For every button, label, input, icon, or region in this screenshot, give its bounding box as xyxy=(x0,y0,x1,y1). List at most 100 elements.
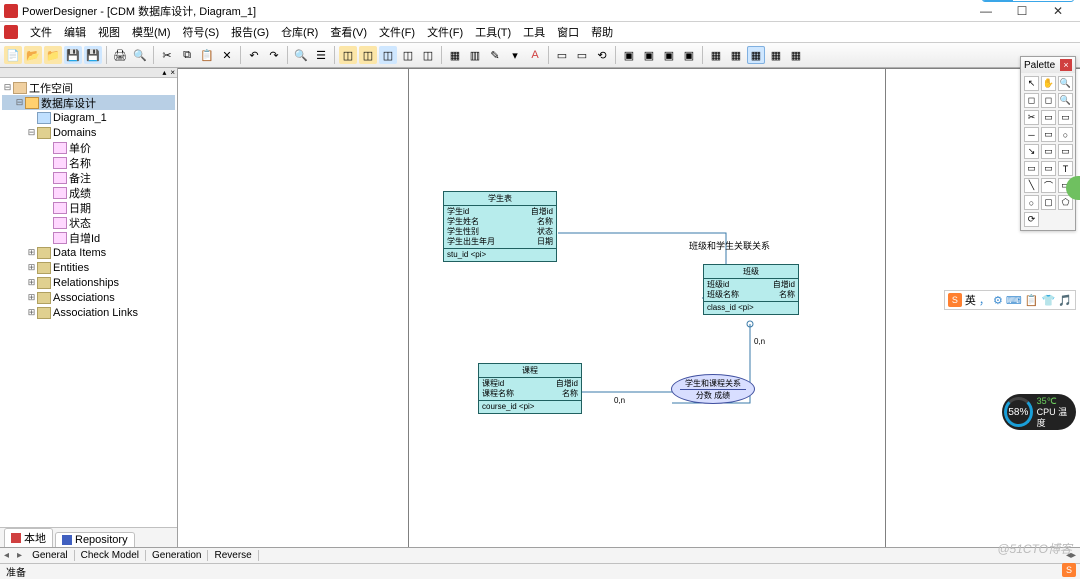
pal-rel-icon[interactable]: ─ xyxy=(1024,127,1039,142)
tree-diagram[interactable]: Diagram_1 xyxy=(2,110,175,125)
tb-m4-icon[interactable]: ◫ xyxy=(399,46,417,64)
menu-view2[interactable]: 查看(V) xyxy=(330,24,367,40)
pal-link1-icon[interactable]: ↘ xyxy=(1024,144,1039,159)
menu-file2[interactable]: 文件(F) xyxy=(379,24,415,40)
menu-tools[interactable]: 工具(T) xyxy=(475,24,511,40)
tb-open-icon[interactable]: 📂 xyxy=(24,46,42,64)
pal-ellipse-icon[interactable]: ○ xyxy=(1024,195,1039,210)
tb-redo-icon[interactable]: ↷ xyxy=(265,46,283,64)
tree-domain-item[interactable]: 自增Id xyxy=(2,230,175,245)
pal-assoc-icon[interactable]: ○ xyxy=(1058,127,1073,142)
tree-domain-item[interactable]: 成绩 xyxy=(2,185,175,200)
tb-f2-icon[interactable]: ▥ xyxy=(466,46,484,64)
pal-arc-icon[interactable]: ⌒ xyxy=(1041,178,1056,193)
expand-icon[interactable]: ⊞ xyxy=(26,292,37,303)
pal-note-icon[interactable]: ▭ xyxy=(1024,161,1039,176)
tb-new-icon[interactable]: 📄 xyxy=(4,46,22,64)
entity-student[interactable]: 学生表 学生id 自增id 学生姓名 名称 学生性别 状态 学生出生年月 日期 … xyxy=(443,191,557,262)
tb-v4-icon[interactable]: ▦ xyxy=(767,46,785,64)
tree-domain-item[interactable]: 日期 xyxy=(2,200,175,215)
expand-icon[interactable]: ⊞ xyxy=(26,262,37,273)
pal-cut-icon[interactable]: ✂ xyxy=(1024,110,1039,125)
pal-line-icon[interactable]: ╲ xyxy=(1024,178,1039,193)
expand-icon[interactable]: ⊞ xyxy=(26,277,37,288)
tb-a1-icon[interactable]: ▭ xyxy=(553,46,571,64)
pal-note2-icon[interactable]: ▭ xyxy=(1041,161,1056,176)
pal-zoom-icon[interactable]: 🔍 xyxy=(1058,76,1073,91)
pal-pointer-icon[interactable]: ↖ xyxy=(1024,76,1039,91)
tb-dd-icon[interactable]: ▾ xyxy=(506,46,524,64)
cpu-widget[interactable]: 58% 35℃ CPU 温度 xyxy=(1002,394,1076,430)
tree-folder-item[interactable]: ⊞Relationships xyxy=(2,275,175,290)
tb-v3-icon[interactable]: ▦ xyxy=(747,46,765,64)
tree-workspace[interactable]: ⊟工作空间 xyxy=(2,80,175,95)
tb-saveas-icon[interactable]: 💾 xyxy=(84,46,102,64)
expand-icon[interactable]: ⊟ xyxy=(2,82,13,93)
pal-hand-icon[interactable]: ✋ xyxy=(1041,76,1056,91)
tb-m2-icon[interactable]: ◫ xyxy=(359,46,377,64)
tb-a2-icon[interactable]: ▭ xyxy=(573,46,591,64)
menu-file[interactable]: 文件 xyxy=(30,24,52,40)
bottom-tab-rev[interactable]: Reverse xyxy=(208,550,258,561)
tree-folder-item[interactable]: ⊞Entities xyxy=(2,260,175,275)
tree-domain-item[interactable]: 名称 xyxy=(2,155,175,170)
menu-edit[interactable]: 编辑 xyxy=(64,24,86,40)
palette[interactable]: Palette × ↖ ✋ 🔍 ◻ ◻ 🔍 ✂ ▭ ▭ ─ ▭ ○ ↘ ▭ ▭ … xyxy=(1020,56,1076,231)
menu-window[interactable]: 窗口 xyxy=(557,24,579,40)
tb-v1-icon[interactable]: ▦ xyxy=(707,46,725,64)
pal-link2-icon[interactable]: ▭ xyxy=(1041,144,1056,159)
sidebar-pin-icon[interactable]: ▴ xyxy=(160,68,168,77)
palette-close-icon[interactable]: × xyxy=(1060,59,1072,71)
tb-m3-icon[interactable]: ◫ xyxy=(379,46,397,64)
pal-rrect-icon[interactable]: ▢ xyxy=(1041,195,1056,210)
menu-tools2[interactable]: 工具 xyxy=(523,24,545,40)
tb-l4-icon[interactable]: ▣ xyxy=(680,46,698,64)
tb-f1-icon[interactable]: ▦ xyxy=(446,46,464,64)
sidebar-tab-repo[interactable]: Repository xyxy=(55,532,135,547)
tb-undo-icon[interactable]: ↶ xyxy=(245,46,263,64)
tree-model[interactable]: ⊟数据库设计 xyxy=(2,95,175,110)
sidebar-tab-local[interactable]: 本地 xyxy=(4,528,53,547)
tb-prop-icon[interactable]: ☰ xyxy=(312,46,330,64)
expand-icon[interactable]: ⊟ xyxy=(14,97,25,108)
entity-class[interactable]: 班级 班级id 自增id 班级名称 名称 class_id <pi> xyxy=(703,264,799,315)
tb-m5-icon[interactable]: ◫ xyxy=(419,46,437,64)
pal-inh-icon[interactable]: ▭ xyxy=(1041,127,1056,142)
tree-folder-item[interactable]: ⊞Associations xyxy=(2,290,175,305)
tb-save-icon[interactable]: 💾 xyxy=(64,46,82,64)
entity-course[interactable]: 课程 课程id 自增id 课程名称 名称 course_id <pi> xyxy=(478,363,582,414)
menu-report[interactable]: 报告(G) xyxy=(231,24,269,40)
tree-folder-item[interactable]: ⊞Data Items xyxy=(2,245,175,260)
tb-l3-icon[interactable]: ▣ xyxy=(660,46,678,64)
pal-text-icon[interactable]: T xyxy=(1058,161,1073,176)
tb-l1-icon[interactable]: ▣ xyxy=(620,46,638,64)
tb-v5-icon[interactable]: ▦ xyxy=(787,46,805,64)
bt-next-icon[interactable]: ▸ xyxy=(13,550,26,561)
expand-icon[interactable]: ⊞ xyxy=(26,247,37,258)
tb-find-icon[interactable]: 🔍 xyxy=(292,46,310,64)
tree-folder-item[interactable]: ⊞Association Links xyxy=(2,305,175,320)
pal-link3-icon[interactable]: ▭ xyxy=(1058,144,1073,159)
pal-b3-icon[interactable]: 🔍 xyxy=(1058,93,1073,108)
tb-v2-icon[interactable]: ▦ xyxy=(727,46,745,64)
tb-copy-icon[interactable]: ⧉ xyxy=(178,46,196,64)
bottom-tab-check[interactable]: Check Model xyxy=(75,550,146,561)
tb-preview-icon[interactable]: 🔍 xyxy=(131,46,149,64)
pal-del-icon[interactable]: ▭ xyxy=(1058,110,1073,125)
palette-title[interactable]: Palette × xyxy=(1021,57,1075,73)
tb-open2-icon[interactable]: 📁 xyxy=(44,46,62,64)
tree-domain-item[interactable]: 状态 xyxy=(2,215,175,230)
maximize-button[interactable]: ☐ xyxy=(1004,1,1040,21)
ime-bar[interactable]: S 英 ， ⚙ ⌨ 📋 👕 🎵 xyxy=(944,290,1076,310)
menu-file3[interactable]: 文件(F) xyxy=(427,24,463,40)
bottom-tab-general[interactable]: General xyxy=(26,550,75,561)
bt-prev-icon[interactable]: ◂ xyxy=(0,550,13,561)
relation-stu-course[interactable]: 学生和课程关系 分数 成绩 xyxy=(671,374,755,404)
menu-model[interactable]: 模型(M) xyxy=(132,24,171,40)
pal-curve-icon[interactable]: ⟳ xyxy=(1024,212,1039,227)
menu-view[interactable]: 视图 xyxy=(98,24,120,40)
pal-b2-icon[interactable]: ◻ xyxy=(1041,93,1056,108)
tree-domains[interactable]: ⊟Domains xyxy=(2,125,175,140)
tb-print-icon[interactable]: 🖨 xyxy=(111,46,129,64)
tb-paste-icon[interactable]: 📋 xyxy=(198,46,216,64)
